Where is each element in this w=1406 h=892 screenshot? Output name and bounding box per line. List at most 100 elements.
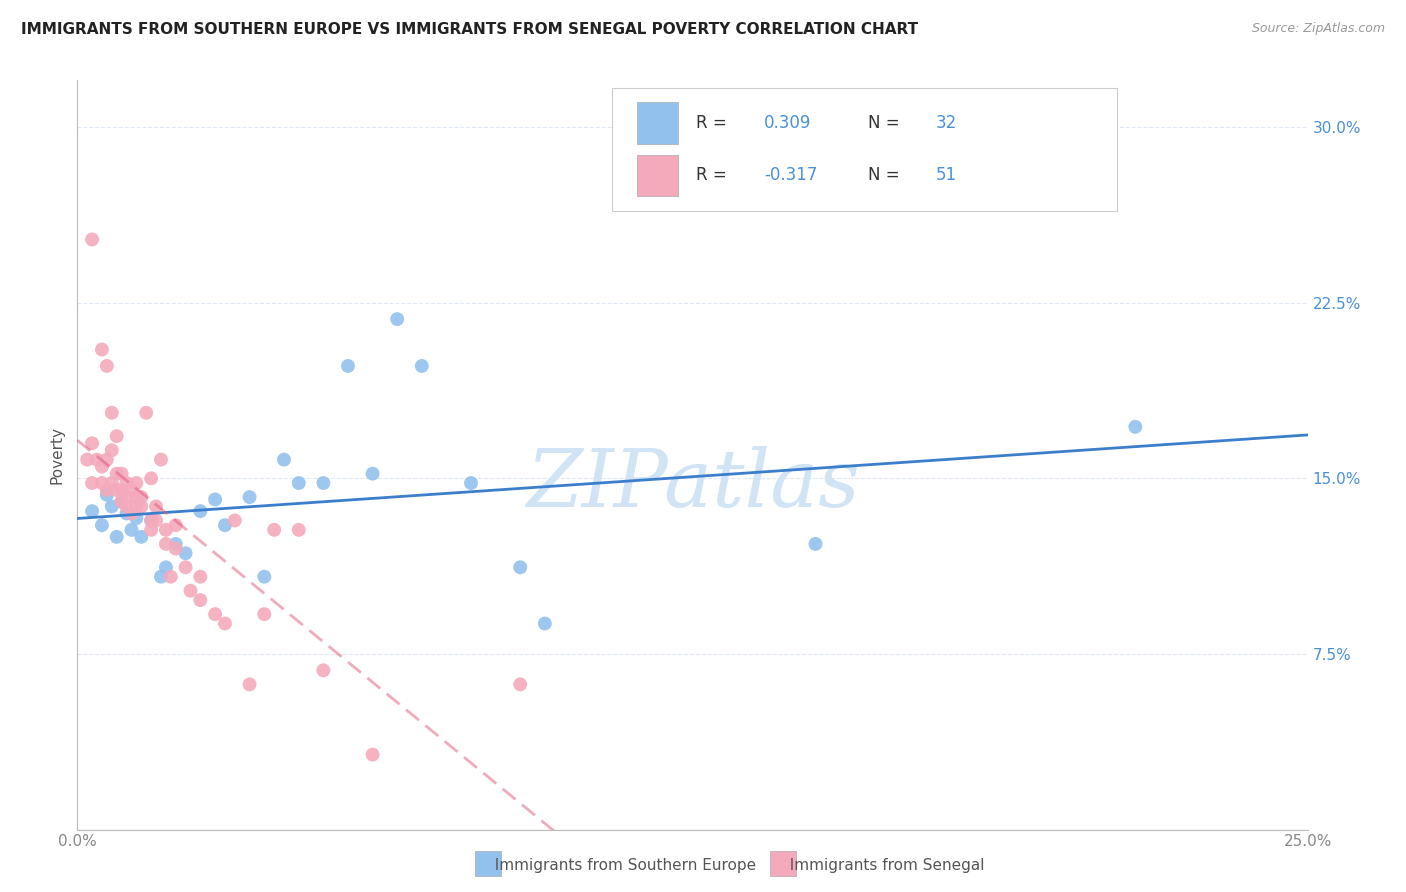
Point [160,570,183,584]
Point [105,530,128,544]
Point [155,523,177,537]
Text: 51: 51 [936,167,957,185]
Point [239,490,262,504]
Point [145,513,167,527]
Point [1125,420,1147,434]
Point [90,343,114,357]
Point [121,523,143,537]
Point [125,476,148,491]
Text: R =: R = [696,167,733,185]
Point [273,452,295,467]
Point [288,476,311,491]
Point [188,570,212,584]
Point [165,537,187,551]
Point [105,483,128,497]
Point [76,452,98,467]
Point [129,490,153,504]
Point [125,490,148,504]
Point [111,494,132,508]
Point [82,504,104,518]
Point [101,443,124,458]
Point [288,523,311,537]
Text: 0.309: 0.309 [763,114,811,132]
Point [155,560,177,574]
Point [385,312,409,326]
Text: Immigrants from Senegal: Immigrants from Senegal [780,858,984,872]
Point [96,483,118,497]
Point [101,406,124,420]
FancyBboxPatch shape [637,155,678,196]
Point [96,359,118,373]
Point [96,452,118,467]
Point [125,500,148,514]
FancyBboxPatch shape [637,103,678,144]
Point [90,476,114,491]
Point [224,513,246,527]
Point [101,500,124,514]
Text: ZIPatlas: ZIPatlas [526,446,859,524]
Point [111,483,132,497]
Point [101,476,124,491]
Point [180,583,202,598]
Point [129,500,153,514]
Point [105,467,128,481]
Point [150,570,173,584]
Text: Immigrants from Southern Europe: Immigrants from Southern Europe [485,858,756,872]
Point [129,530,153,544]
Point [145,500,167,514]
Point [121,483,143,497]
Point [82,232,104,246]
Point [312,476,335,491]
Point [804,537,827,551]
Point [150,452,173,467]
Point [239,677,262,691]
Point [534,616,557,631]
Point [125,511,148,525]
Point [204,607,226,621]
Point [204,492,226,507]
FancyBboxPatch shape [770,851,796,876]
Point [253,607,276,621]
Point [141,513,163,527]
FancyBboxPatch shape [475,851,501,876]
Y-axis label: Poverty: Poverty [49,425,65,484]
Point [460,476,482,491]
Point [105,429,128,443]
Point [337,359,360,373]
Point [82,436,104,450]
Point [82,476,104,491]
Text: R =: R = [696,114,733,132]
Text: N =: N = [869,114,905,132]
Text: N =: N = [869,167,905,185]
Text: 32: 32 [936,114,957,132]
Point [111,494,132,508]
Point [115,476,138,491]
Point [188,593,212,607]
Point [174,560,197,574]
Point [96,488,118,502]
Point [115,490,138,504]
Point [155,537,177,551]
Point [90,459,114,474]
Point [90,518,114,533]
Point [174,546,197,560]
Point [111,467,132,481]
Point [135,406,157,420]
Text: IMMIGRANTS FROM SOUTHERN EUROPE VS IMMIGRANTS FROM SENEGAL POVERTY CORRELATION C: IMMIGRANTS FROM SOUTHERN EUROPE VS IMMIG… [21,22,918,37]
Point [263,523,285,537]
Point [86,452,108,467]
Point [214,616,236,631]
FancyBboxPatch shape [613,87,1116,211]
Point [361,467,384,481]
Point [411,359,433,373]
Point [214,518,236,533]
Point [141,471,163,485]
Point [188,504,212,518]
Point [253,570,276,584]
Point [361,747,384,762]
Point [509,677,531,691]
Point [115,507,138,521]
Point [121,507,143,521]
Point [312,664,335,678]
Text: -0.317: -0.317 [763,167,817,185]
